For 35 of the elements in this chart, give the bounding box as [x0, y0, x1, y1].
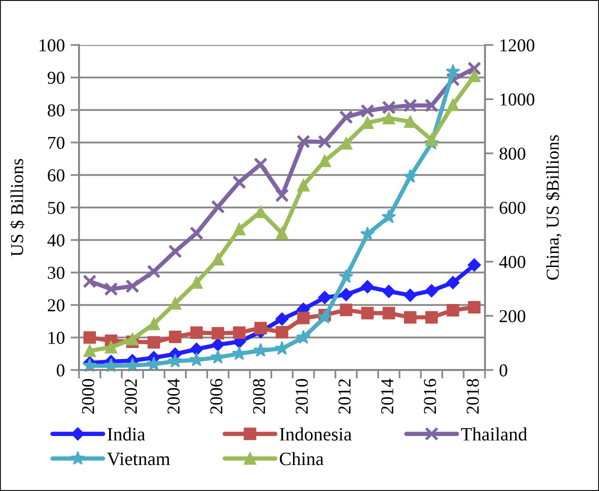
y2-tick-label: 1000: [500, 93, 534, 106]
x-tick-label: 2018: [466, 379, 479, 414]
y-tick-label: 20: [48, 299, 64, 312]
y-tick-label: 0: [56, 364, 64, 376]
y-tick-label: 70: [48, 136, 64, 149]
x-tick-label: 2000: [82, 379, 94, 414]
y2-tick-label: 0: [500, 364, 508, 376]
x-tick-label: 2016: [424, 378, 436, 414]
x-tick-label: 2004: [167, 378, 180, 414]
y2-tick-label: 800: [500, 148, 526, 160]
y2-tick-label: 200: [500, 310, 526, 322]
x-tick-label: 2012: [338, 379, 351, 414]
legend-label: Vietnam: [107, 452, 170, 466]
y-tick-label: 30: [48, 266, 64, 279]
y-tick-label: 100: [40, 39, 64, 52]
y-tick-label: 50: [48, 202, 64, 214]
legend-label: Thailand: [461, 427, 528, 441]
y2-tick-label: 600: [500, 202, 526, 214]
x-tick-label: 2008: [252, 379, 266, 414]
legend-label: Indonesia: [280, 427, 352, 441]
y-tick-label: 40: [47, 234, 64, 246]
legend-label: China: [280, 452, 324, 466]
y-tick-label: 90: [48, 72, 64, 84]
x-tick-label: 2006: [210, 378, 222, 414]
y2-tick-label: 1200: [500, 39, 534, 52]
x-tick-label: 2014: [381, 378, 394, 414]
x-tick-label: 2010: [296, 379, 308, 414]
y2-axis-title: China, US $Billions: [546, 135, 562, 280]
y-axis-title: US $ Billions: [10, 158, 24, 256]
y-tick-label: 10: [48, 332, 64, 344]
legend-label: India: [108, 427, 146, 441]
x-tick-label: 2002: [124, 379, 137, 414]
y2-tick-label: 400: [499, 256, 526, 268]
y-tick-label: 80: [48, 104, 64, 116]
y-tick-label: 60: [48, 169, 64, 182]
